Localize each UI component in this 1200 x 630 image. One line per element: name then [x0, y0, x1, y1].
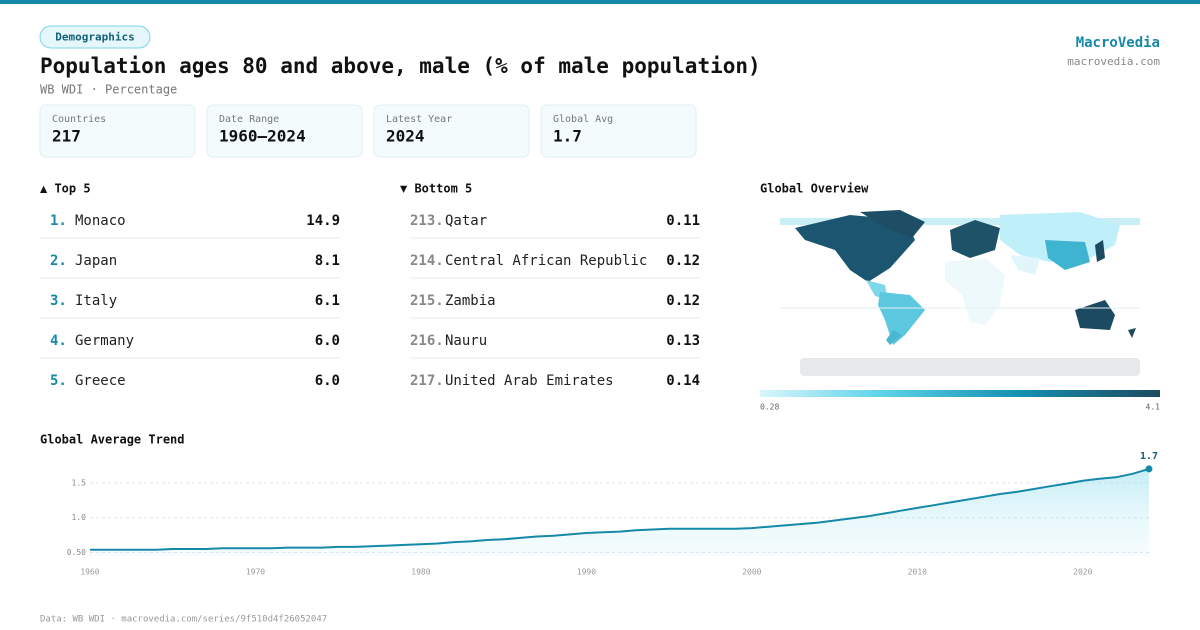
rank: 1. — [50, 213, 67, 229]
country-value: 6.1 — [315, 293, 340, 309]
top5-title: ▲ Top 5 — [40, 182, 91, 196]
country-value: 8.1 — [315, 253, 340, 269]
chart-title: Global Average Trend — [40, 433, 185, 447]
country-value: 0.12 — [666, 253, 700, 269]
map-title: Global Overview — [760, 182, 869, 196]
country-value: 0.12 — [666, 293, 700, 309]
x-tick-label: 1970 — [246, 568, 265, 577]
stat-value: 2024 — [386, 127, 425, 146]
stat-card — [540, 104, 697, 158]
country-value: 0.11 — [666, 213, 700, 229]
rank: 216. — [410, 333, 444, 349]
page-title: Population ages 80 and above, male (% of… — [40, 54, 761, 78]
x-tick-label: 2010 — [908, 568, 927, 577]
scale-max: 4.1 — [1146, 403, 1161, 412]
stat-value: 217 — [52, 127, 81, 146]
country-value: 6.0 — [315, 373, 340, 389]
end-label: 1.7 — [1140, 451, 1158, 462]
country-name: Central African Republic — [445, 253, 647, 269]
stat-card — [206, 104, 363, 158]
stat-card — [373, 104, 530, 158]
y-tick-label: 1.5 — [72, 478, 87, 487]
country-name: Germany — [75, 333, 134, 349]
trend-line — [90, 467, 1150, 551]
stat-label: Latest Year — [386, 114, 452, 125]
stat-label: Global Avg — [553, 114, 613, 125]
x-tick-label: 2020 — [1073, 568, 1092, 577]
country-name: Zambia — [445, 293, 496, 309]
country-name: Nauru — [445, 333, 487, 349]
rank: 3. — [50, 293, 67, 309]
country-name: Italy — [75, 293, 117, 309]
rank: 217. — [410, 373, 444, 389]
country-name: Greece — [75, 373, 126, 389]
country-value: 0.14 — [666, 373, 700, 389]
rank: 2. — [50, 253, 67, 269]
stat-card — [39, 104, 196, 158]
x-tick-label: 1960 — [80, 568, 99, 577]
bottom5-title: ▼ Bottom 5 — [400, 182, 472, 196]
rank: 214. — [410, 253, 444, 269]
color-scale — [760, 390, 1160, 397]
x-tick-label: 2000 — [742, 568, 761, 577]
country-value: 0.13 — [666, 333, 700, 349]
trend-area — [90, 468, 1149, 556]
footer: Data: WB WDI · macrovedia.com/series/9f5… — [40, 615, 327, 625]
x-tick-label: 1980 — [411, 568, 430, 577]
country-name: Monaco — [75, 213, 126, 229]
top-bar — [0, 0, 1200, 4]
rank: 213. — [410, 213, 444, 229]
stat-value: 1960–2024 — [219, 127, 306, 146]
stat-value: 1.7 — [553, 127, 582, 146]
stat-label: Countries — [52, 114, 106, 125]
world-map — [780, 210, 1140, 376]
end-point — [1145, 465, 1153, 473]
country-value: 6.0 — [315, 333, 340, 349]
country-name: Japan — [75, 253, 117, 269]
brand: MacroVedia — [1076, 35, 1160, 51]
y-tick-label: 0.50 — [67, 548, 86, 557]
country-name: United Arab Emirates — [445, 373, 614, 389]
country-value: 14.9 — [306, 213, 340, 229]
site: macrovedia.com — [1067, 55, 1160, 68]
country-name: Qatar — [445, 213, 487, 229]
x-tick-label: 1990 — [577, 568, 596, 577]
rank: 4. — [50, 333, 67, 349]
scale-min: 0.28 — [760, 403, 779, 412]
stat-label: Date Range — [219, 114, 279, 125]
rank: 215. — [410, 293, 444, 309]
rank: 5. — [50, 373, 67, 389]
subtitle: WB WDI · Percentage — [40, 83, 177, 97]
badge — [39, 25, 151, 49]
y-tick-label: 1.0 — [72, 513, 87, 522]
badge-text: Demographics — [55, 31, 134, 44]
